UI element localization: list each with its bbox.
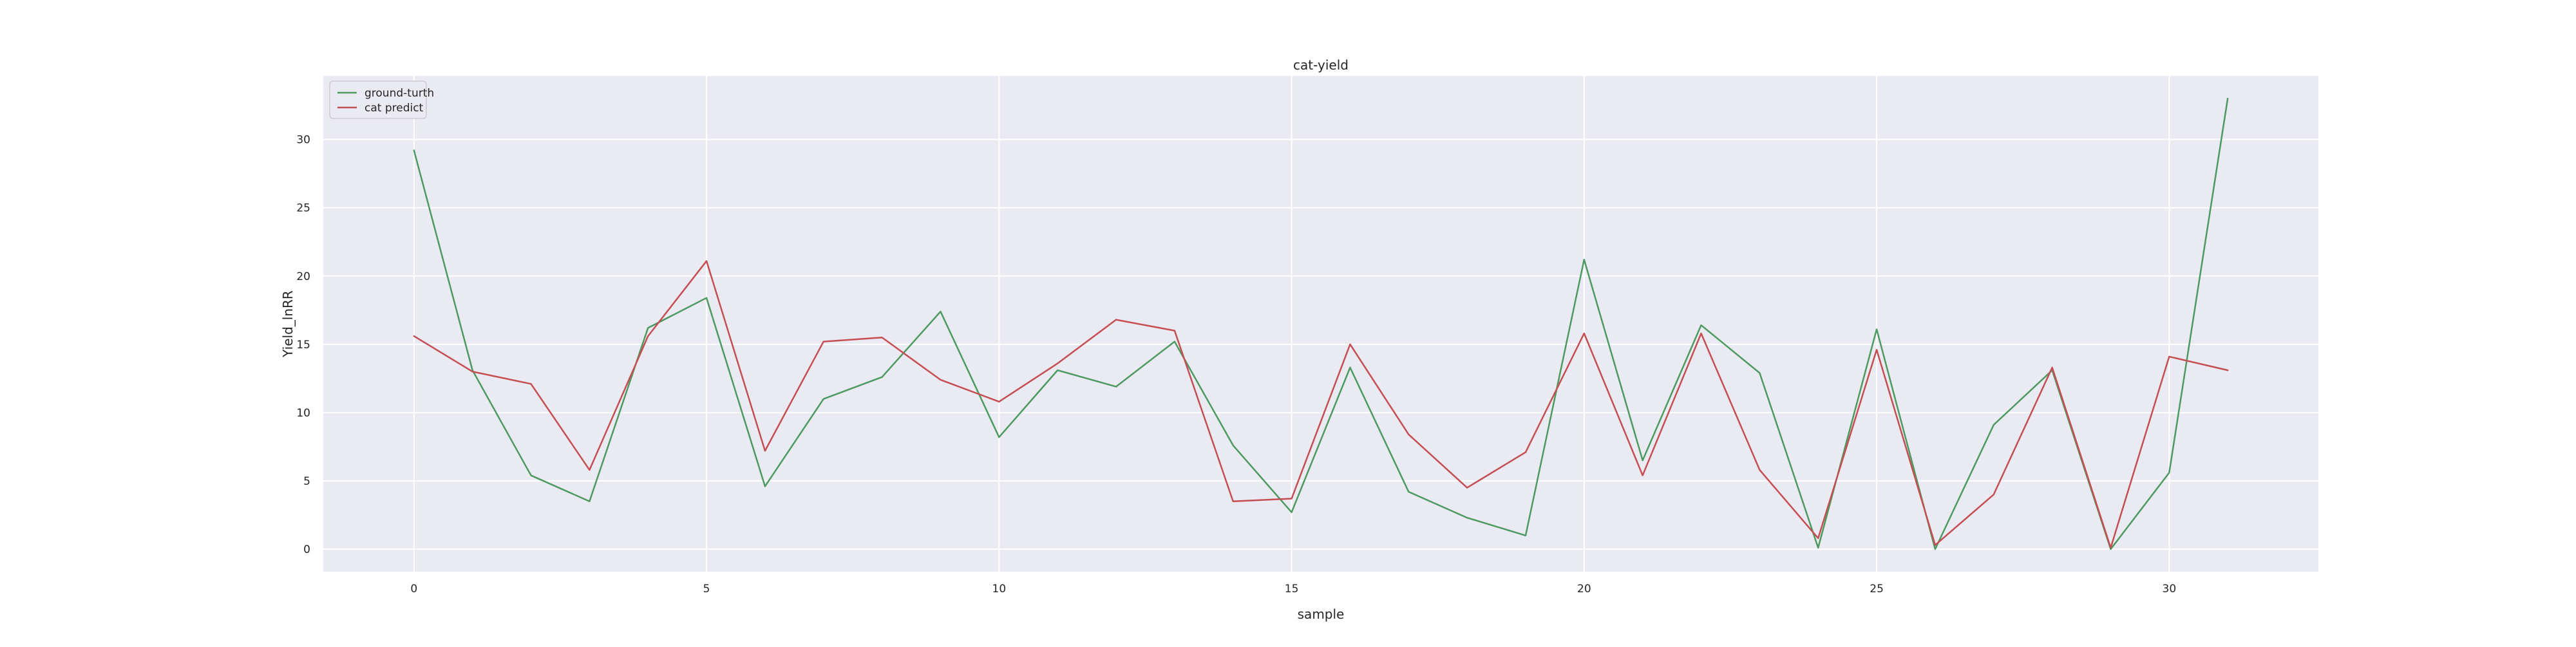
y-tick-label: 5 — [303, 475, 310, 488]
tick-labels: 0 5 10 15 20 25 30 0 5 10 15 20 25 30 — [296, 134, 2176, 595]
x-axis-label: sample — [1298, 606, 1345, 622]
x-tick-label: 30 — [2163, 583, 2177, 595]
y-tick-label: 15 — [296, 339, 310, 352]
grid-lines — [323, 76, 2318, 572]
y-tick-label: 10 — [296, 407, 310, 420]
chart-title: cat-yield — [1293, 57, 1349, 73]
y-tick-label: 20 — [296, 270, 310, 283]
legend-label: cat predict — [365, 102, 424, 115]
legend-box — [329, 80, 427, 119]
y-tick-label: 30 — [296, 134, 310, 147]
x-tick-label: 5 — [703, 583, 710, 595]
x-tick-label: 15 — [1285, 583, 1299, 595]
legend-label: ground-turth — [365, 87, 434, 100]
x-tick-label: 25 — [1870, 583, 1884, 595]
series-lines — [413, 97, 2229, 550]
x-tick-label: 20 — [1577, 583, 1591, 595]
y-tick-label: 25 — [296, 202, 310, 215]
legend: ground-turth cat predict — [329, 80, 434, 119]
y-tick-label: 0 — [303, 543, 310, 556]
y-axis-label: Yield_lnRR — [280, 290, 296, 358]
x-tick-label: 0 — [410, 583, 417, 595]
series-line-cat-predict — [413, 260, 2229, 549]
x-tick-label: 10 — [992, 583, 1007, 595]
plot-area — [323, 76, 2318, 572]
